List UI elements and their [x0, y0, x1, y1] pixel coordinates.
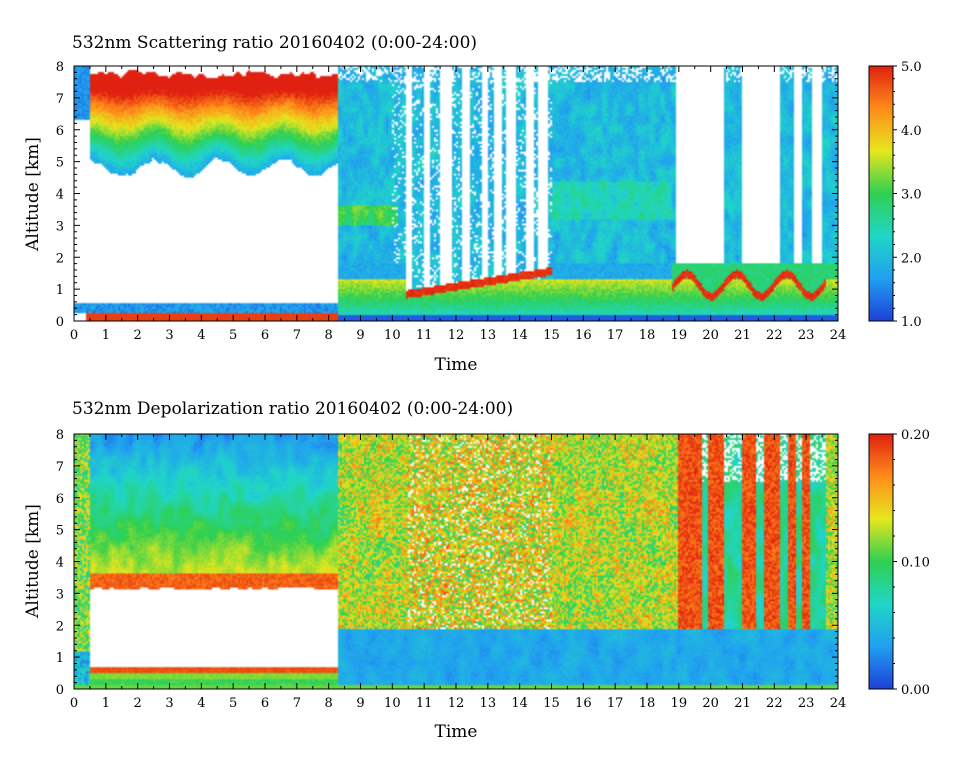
y-tick-label: 2	[56, 619, 64, 634]
colorbar-tick-label: 0.10	[901, 556, 930, 571]
y-tick-label: 2	[56, 251, 64, 266]
x-tick-label: 18	[639, 696, 656, 711]
x-tick-label: 0	[70, 696, 78, 711]
x-tick-label: 22	[766, 328, 783, 343]
x-tick-label: 1	[102, 696, 110, 711]
colorbar-gradient	[868, 65, 894, 322]
y-tick-label: 0	[56, 315, 64, 330]
colorbar-tick-label: 4.0	[901, 124, 922, 139]
x-tick-label: 16	[575, 696, 592, 711]
x-tick-label: 14	[511, 696, 528, 711]
x-tick-label: 22	[766, 696, 783, 711]
y-tick-label: 8	[56, 60, 64, 75]
x-tick-label: 20	[702, 328, 719, 343]
x-tick-label: 4	[197, 696, 205, 711]
x-axis-label: Time	[435, 722, 478, 742]
x-tick-label: 7	[293, 328, 301, 343]
x-tick-label: 10	[384, 696, 401, 711]
y-tick-label: 5	[56, 524, 64, 539]
x-tick-label: 18	[639, 328, 656, 343]
x-tick-label: 23	[798, 328, 815, 343]
colorbar-tick-label: 3.0	[901, 188, 922, 203]
x-tick-label: 11	[416, 328, 433, 343]
heatmap-image	[74, 434, 838, 689]
y-axis-label: Altitude [km]	[23, 137, 43, 252]
y-tick-label: 5	[56, 156, 64, 171]
y-tick-label: 4	[56, 556, 64, 571]
x-tick-label: 6	[261, 696, 269, 711]
colorbar: 0.00 0.10 0.20	[868, 428, 930, 698]
y-tick-label: 7	[56, 92, 64, 107]
y-tick-label: 1	[56, 651, 64, 666]
chart-title: 532nm Depolarization ratio 20160402 (0:0…	[72, 399, 513, 419]
x-tick-label: 21	[734, 696, 751, 711]
y-tick-label: 6	[56, 492, 64, 507]
x-tick-label: 20	[702, 696, 719, 711]
colorbar-tick-label: 1.0	[901, 315, 922, 330]
depolarization-ratio-panel: 532nm Depolarization ratio 20160402 (0:0…	[23, 399, 930, 742]
x-tick-label: 1	[102, 328, 110, 343]
x-tick-label: 9	[356, 696, 364, 711]
y-tick-label: 3	[56, 219, 64, 234]
y-tick-label: 1	[56, 283, 64, 298]
x-tick-label: 6	[261, 328, 269, 343]
y-tick-label: 3	[56, 587, 64, 602]
x-tick-label: 24	[830, 328, 847, 343]
x-tick-label: 12	[448, 696, 465, 711]
y-axis-label: Altitude [km]	[23, 504, 43, 619]
x-tick-label: 2	[134, 328, 142, 343]
x-tick-label: 17	[607, 696, 624, 711]
colorbar-tick-label: 0.00	[901, 683, 930, 698]
x-tick-label: 15	[543, 328, 560, 343]
x-tick-label: 23	[798, 696, 815, 711]
scattering-ratio-panel: 532nm Scattering ratio 20160402 (0:00-24…	[23, 33, 922, 375]
colorbar-tick-label: 0.20	[901, 428, 930, 443]
x-tick-label: 9	[356, 328, 364, 343]
x-tick-label: 5	[229, 696, 237, 711]
colorbar-tick-label: 5.0	[901, 60, 922, 75]
x-axis-label: Time	[435, 355, 478, 375]
x-tick-label: 24	[830, 696, 847, 711]
x-tick-label: 3	[165, 328, 173, 343]
chart-title: 532nm Scattering ratio 20160402 (0:00-24…	[72, 33, 477, 53]
x-tick-label: 15	[543, 696, 560, 711]
x-tick-label: 8	[325, 696, 333, 711]
x-tick-label: 8	[325, 328, 333, 343]
colorbar: 1.0 2.0 3.0 4.0 5.0	[868, 60, 922, 330]
x-tick-label: 10	[384, 328, 401, 343]
y-tick-label: 7	[56, 460, 64, 475]
colorbar-gradient	[868, 433, 894, 690]
x-tick-label: 21	[734, 328, 751, 343]
x-tick-label: 13	[480, 696, 497, 711]
x-tick-label: 5	[229, 328, 237, 343]
x-tick-label: 7	[293, 696, 301, 711]
colorbar-tick-label: 2.0	[901, 251, 922, 266]
y-tick-label: 6	[56, 124, 64, 139]
x-tick-label: 13	[480, 328, 497, 343]
x-tick-label: 2	[134, 696, 142, 711]
x-tick-label: 17	[607, 328, 624, 343]
x-tick-label: 4	[197, 328, 205, 343]
x-tick-label: 19	[671, 328, 688, 343]
x-tick-label: 12	[448, 328, 465, 343]
x-tick-label: 11	[416, 696, 433, 711]
x-tick-label: 0	[70, 328, 78, 343]
x-tick-label: 3	[165, 696, 173, 711]
x-tick-label: 14	[511, 328, 528, 343]
heatmap-image	[74, 66, 838, 321]
x-tick-label: 16	[575, 328, 592, 343]
y-tick-label: 4	[56, 188, 64, 203]
y-tick-label: 8	[56, 428, 64, 443]
y-tick-label: 0	[56, 683, 64, 698]
x-tick-label: 19	[671, 696, 688, 711]
